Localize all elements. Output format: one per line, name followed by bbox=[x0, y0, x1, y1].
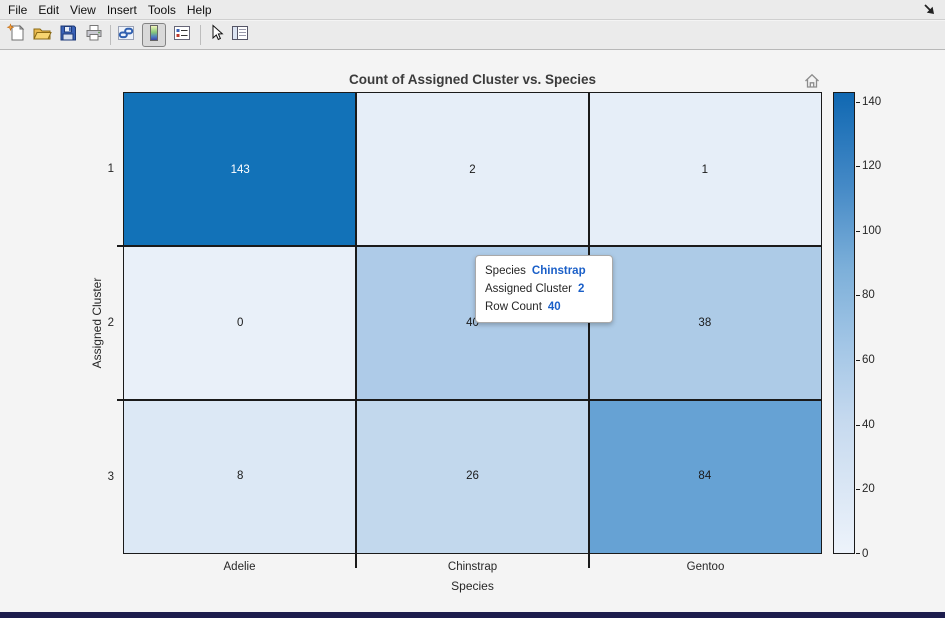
cell-value: 143 bbox=[230, 163, 250, 176]
colorbar-label-0: 0 bbox=[862, 548, 869, 560]
legend-icon bbox=[172, 23, 192, 48]
tooltip-row: Species Chinstrap bbox=[485, 262, 603, 280]
heatmap-cell-3-gentoo[interactable]: 84 bbox=[588, 399, 821, 553]
tooltip-value: 2 bbox=[577, 283, 585, 295]
colorbar-tick bbox=[856, 553, 860, 554]
y-tick-3: 3 bbox=[107, 471, 114, 483]
colorbar-tick bbox=[856, 295, 860, 296]
figure-palette-button[interactable] bbox=[228, 23, 252, 47]
colorbar-tick bbox=[856, 360, 860, 361]
insert-legend-button[interactable] bbox=[170, 23, 194, 47]
colorbar-tick bbox=[856, 425, 860, 426]
new-figure-button[interactable] bbox=[4, 22, 28, 48]
colorbar-tick bbox=[856, 231, 860, 232]
cell-value: 1 bbox=[701, 163, 709, 176]
heatmap-cell-3-chinstrap[interactable]: 26 bbox=[356, 399, 589, 553]
tooltip-value: 40 bbox=[547, 301, 561, 313]
cell-value: 38 bbox=[698, 316, 712, 329]
x-tick-gentoo: Gentoo bbox=[686, 561, 725, 573]
tooltip-row: Row Count 40 bbox=[485, 298, 603, 316]
print-figure-button[interactable] bbox=[82, 23, 106, 47]
figure-palette-icon bbox=[230, 23, 250, 48]
menu-help[interactable]: Help bbox=[186, 2, 212, 17]
heatmap-cell-2-adelie[interactable]: 0 bbox=[124, 246, 357, 400]
print-icon bbox=[84, 23, 104, 48]
figure-toolbar bbox=[0, 21, 945, 50]
heatmap: 143 2 1 0 40 38 8 26 84 bbox=[123, 92, 822, 554]
tooltip-label: Row Count bbox=[485, 301, 542, 313]
tooltip-label: Species bbox=[485, 265, 526, 277]
colorbar[interactable] bbox=[833, 92, 855, 554]
colorbar-label-80: 80 bbox=[862, 289, 875, 301]
tooltip-row: Assigned Cluster 2 bbox=[485, 280, 603, 298]
cell-value: 84 bbox=[698, 470, 712, 483]
colorbar-tick bbox=[856, 489, 860, 490]
grid-line-horizontal bbox=[117, 399, 822, 401]
save-icon bbox=[58, 23, 78, 48]
chart-title: Count of Assigned Cluster vs. Species bbox=[348, 72, 597, 87]
dock-figure-icon[interactable] bbox=[921, 2, 937, 18]
x-tick-chinstrap: Chinstrap bbox=[447, 561, 498, 573]
colorbar-icon bbox=[144, 23, 164, 48]
cursor-icon bbox=[206, 23, 226, 48]
menu-bar: File Edit View Insert Tools Help bbox=[0, 0, 945, 20]
taskbar-edge bbox=[0, 612, 945, 618]
new-document-icon bbox=[6, 22, 26, 48]
cell-value: 8 bbox=[236, 470, 244, 483]
colorbar-label-20: 20 bbox=[862, 483, 875, 495]
y-axis-label: Assigned Cluster bbox=[90, 277, 104, 369]
data-tip: Species Chinstrap Assigned Cluster 2 Row C… bbox=[475, 255, 613, 323]
menu-view[interactable]: View bbox=[70, 2, 96, 17]
grid-line-vertical bbox=[588, 92, 590, 568]
heatmap-cell-1-gentoo[interactable]: 1 bbox=[588, 93, 821, 247]
colorbar-tick bbox=[856, 102, 860, 103]
menu-edit[interactable]: Edit bbox=[38, 2, 60, 17]
heatmap-cell-2-gentoo[interactable]: 38 bbox=[588, 246, 821, 400]
colorbar-label-140: 140 bbox=[862, 96, 882, 108]
link-icon bbox=[116, 23, 136, 48]
open-folder-icon bbox=[32, 23, 52, 48]
heatmap-cell-1-chinstrap[interactable]: 2 bbox=[356, 93, 589, 247]
colorbar-tick bbox=[856, 166, 860, 167]
menu-insert[interactable]: Insert bbox=[106, 2, 137, 17]
colorbar-label-60: 60 bbox=[862, 354, 875, 366]
save-figure-button[interactable] bbox=[56, 23, 80, 47]
y-tick-1: 1 bbox=[107, 163, 114, 175]
cell-value: 0 bbox=[236, 316, 244, 329]
restore-view-home-icon[interactable] bbox=[802, 71, 822, 91]
y-tick-2: 2 bbox=[107, 317, 114, 329]
toolbar-separator bbox=[110, 25, 111, 45]
edit-plot-button[interactable] bbox=[204, 23, 228, 47]
grid-line-vertical bbox=[355, 92, 357, 568]
grid-line-horizontal bbox=[117, 245, 822, 247]
tooltip-value: Chinstrap bbox=[531, 265, 586, 277]
cell-value: 26 bbox=[466, 470, 479, 483]
heatmap-cell-1-adelie[interactable]: 143 bbox=[124, 93, 357, 247]
tooltip-label: Assigned Cluster bbox=[485, 283, 572, 295]
open-file-button[interactable] bbox=[30, 23, 54, 47]
link-plot-button[interactable] bbox=[114, 23, 138, 47]
colorbar-label-100: 100 bbox=[862, 225, 882, 237]
colorbar-label-120: 120 bbox=[862, 160, 882, 172]
menu-tools[interactable]: Tools bbox=[147, 2, 176, 17]
x-tick-adelie: Adelie bbox=[223, 561, 256, 573]
heatmap-cell-3-adelie[interactable]: 8 bbox=[124, 399, 357, 553]
colorbar-label-40: 40 bbox=[862, 419, 875, 431]
cell-value: 2 bbox=[469, 163, 476, 176]
menu-file[interactable]: File bbox=[8, 2, 28, 17]
insert-colorbar-button[interactable] bbox=[142, 23, 166, 47]
toolbar-separator bbox=[200, 25, 201, 45]
x-axis-label: Species bbox=[451, 579, 494, 593]
